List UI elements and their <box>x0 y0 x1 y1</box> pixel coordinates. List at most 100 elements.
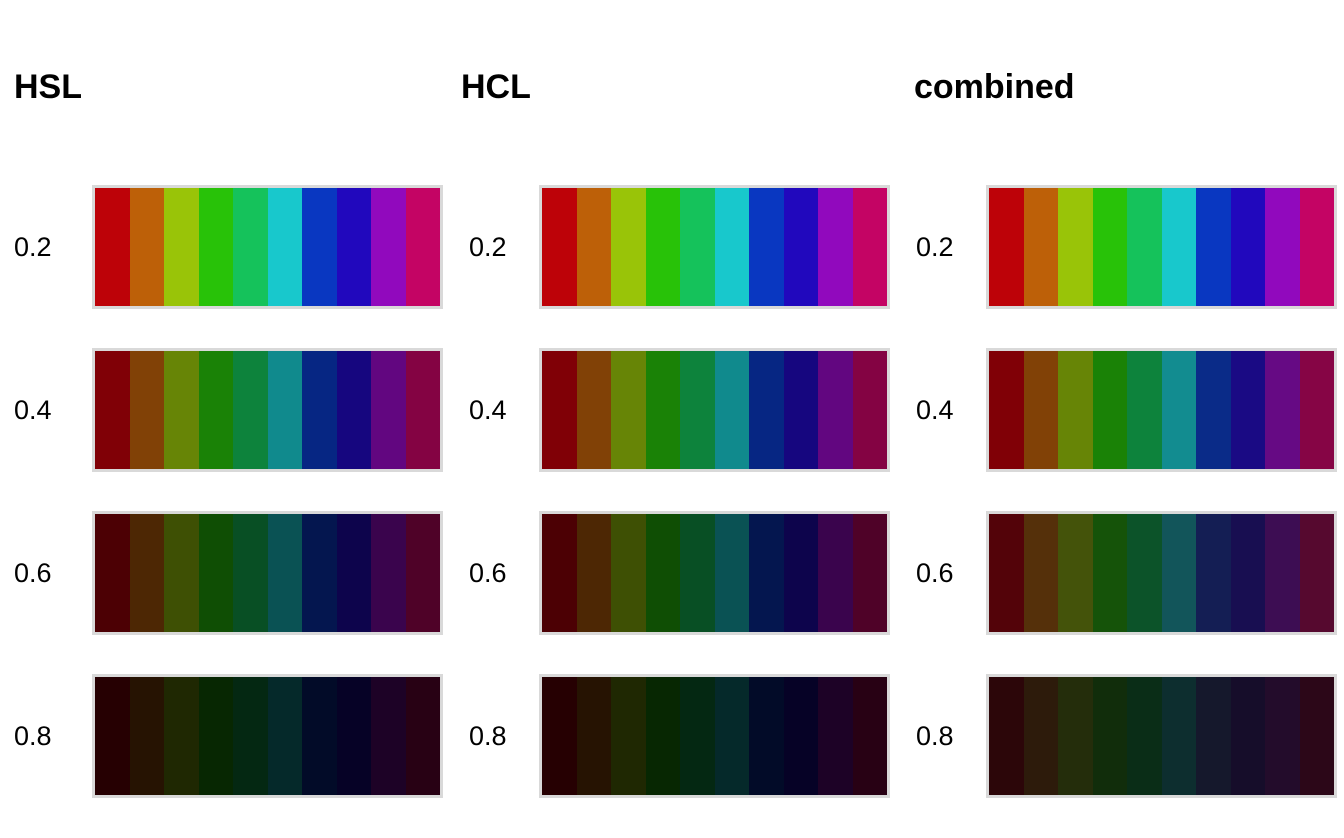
swatch-band <box>198 677 233 795</box>
swatch-band <box>1023 514 1058 632</box>
swatch-band <box>783 188 818 306</box>
row-label: 0.2 <box>469 232 507 262</box>
swatch-band <box>749 188 784 306</box>
swatch-band <box>1092 677 1127 795</box>
swatch-band <box>1196 514 1231 632</box>
swatch-band <box>1299 677 1334 795</box>
swatch-band <box>405 188 440 306</box>
swatch-band <box>1299 351 1334 469</box>
column-header-hcl: HCL <box>461 68 531 106</box>
swatch-band <box>542 351 577 469</box>
swatch-band <box>749 514 784 632</box>
swatch-band <box>233 188 268 306</box>
swatch-band <box>542 188 577 306</box>
swatch-band <box>267 514 302 632</box>
swatch-band <box>1196 188 1231 306</box>
swatch-band <box>852 677 887 795</box>
swatch-band <box>233 514 268 632</box>
swatch-band <box>1265 351 1300 469</box>
column-header-combined: combined <box>914 68 1075 106</box>
swatch-row: 0.8 0.8 0.8 <box>0 674 1344 838</box>
swatch-band <box>233 677 268 795</box>
swatch-band <box>680 514 715 632</box>
swatch-band <box>164 514 199 632</box>
swatch-panel <box>539 511 890 635</box>
swatch-band <box>405 677 440 795</box>
swatch-band <box>267 677 302 795</box>
swatch-band <box>989 514 1024 632</box>
swatch-band <box>1230 351 1265 469</box>
swatch-cell-hsl-0.6: 0.6 <box>0 511 447 635</box>
swatch-band <box>1161 677 1196 795</box>
swatch-band <box>611 351 646 469</box>
swatch-band <box>1127 514 1162 632</box>
swatch-band <box>302 677 337 795</box>
swatch-band <box>1265 188 1300 306</box>
swatch-cell-hcl-0.6: 0.6 <box>447 511 894 635</box>
column-header-row: HSL HCL combined <box>0 64 1344 110</box>
swatch-band <box>302 188 337 306</box>
swatch-band <box>714 677 749 795</box>
swatch-band <box>1161 514 1196 632</box>
swatch-band <box>611 514 646 632</box>
swatch-band <box>1230 188 1265 306</box>
swatch-panel <box>539 185 890 309</box>
swatch-cell-hcl-0.2: 0.2 <box>447 185 894 309</box>
swatch-band <box>336 677 371 795</box>
swatch-band <box>371 514 406 632</box>
swatch-band <box>198 351 233 469</box>
swatch-band <box>164 351 199 469</box>
row-label: 0.4 <box>14 395 52 425</box>
swatch-band <box>989 351 1024 469</box>
swatch-band <box>95 514 130 632</box>
swatch-band <box>576 351 611 469</box>
swatch-band <box>714 514 749 632</box>
swatch-band <box>680 677 715 795</box>
swatch-band <box>714 351 749 469</box>
swatch-band <box>611 188 646 306</box>
row-label: 0.8 <box>14 721 52 751</box>
row-label: 0.4 <box>916 395 954 425</box>
swatch-row: 0.6 0.6 0.6 <box>0 511 1344 675</box>
row-label: 0.4 <box>469 395 507 425</box>
swatch-band <box>749 351 784 469</box>
swatch-cell-hsl-0.8: 0.8 <box>0 674 447 798</box>
swatch-band <box>1092 188 1127 306</box>
swatch-band <box>95 188 130 306</box>
swatch-band <box>818 351 853 469</box>
swatch-band <box>1023 351 1058 469</box>
swatch-band <box>164 188 199 306</box>
swatch-band <box>1023 677 1058 795</box>
swatch-band <box>198 514 233 632</box>
swatch-cell-hsl-0.4: 0.4 <box>0 348 447 472</box>
swatch-band <box>1196 677 1231 795</box>
swatch-panel <box>539 348 890 472</box>
swatch-band <box>371 188 406 306</box>
swatch-panel <box>539 674 890 798</box>
row-label: 0.6 <box>916 558 954 588</box>
swatch-band <box>129 677 164 795</box>
swatch-row: 0.4 0.4 0.4 <box>0 348 1344 512</box>
swatch-panel <box>92 511 443 635</box>
swatch-panel <box>92 185 443 309</box>
swatch-band <box>818 677 853 795</box>
swatch-panel <box>92 348 443 472</box>
swatch-band <box>576 677 611 795</box>
swatch-panel <box>92 674 443 798</box>
swatch-band <box>129 514 164 632</box>
column-header-hsl: HSL <box>14 68 82 106</box>
swatch-band <box>1230 677 1265 795</box>
swatch-band <box>336 351 371 469</box>
swatch-band <box>1161 188 1196 306</box>
row-label: 0.8 <box>469 721 507 751</box>
swatch-band <box>129 188 164 306</box>
swatch-panel <box>986 185 1337 309</box>
swatch-band <box>1127 351 1162 469</box>
swatch-band <box>336 514 371 632</box>
swatch-band <box>680 351 715 469</box>
swatch-band <box>1161 351 1196 469</box>
swatch-grid: 0.2 0.2 0.2 0.4 0.4 0.4 0.6 0.6 0.6 0.8 0.8 0.8 <box>0 185 1344 838</box>
swatch-band <box>818 188 853 306</box>
row-label: 0.6 <box>469 558 507 588</box>
